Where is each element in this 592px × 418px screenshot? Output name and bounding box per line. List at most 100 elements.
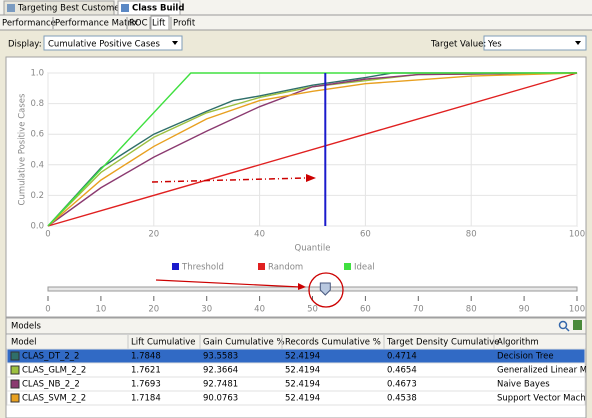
cell: 52.4194 [285, 352, 320, 362]
row-swatch [10, 351, 20, 361]
cell: 0.4654 [387, 366, 417, 376]
annotation-arrowhead [306, 174, 316, 182]
cell: CLAS_DT_2_2 [22, 352, 79, 362]
annotation-arrow [155, 279, 301, 288]
target-value: Yes [487, 40, 502, 50]
slider-tick-label: 100 [569, 305, 585, 315]
column-header[interactable]: Records Cumulative % [285, 338, 381, 348]
cell: 0.4673 [387, 380, 417, 390]
settings-icon[interactable] [573, 320, 582, 330]
subtab-label[interactable]: ROC [129, 19, 148, 29]
cell: 93.5583 [203, 352, 238, 362]
y-tick-label: 0.2 [30, 191, 44, 201]
reference-line [47, 72, 578, 227]
row-swatch [10, 365, 20, 375]
display-dropdown[interactable] [43, 35, 183, 51]
x-tick-label: 100 [569, 230, 585, 240]
models-header [5, 317, 587, 335]
legend-label: Ideal [354, 263, 375, 273]
slider-tick-label: 80 [466, 305, 477, 315]
search-icon[interactable] [558, 320, 568, 330]
cell: 1.7184 [131, 394, 161, 404]
slider-thumb[interactable] [319, 282, 331, 296]
legend-label: Random [268, 263, 303, 273]
cell: Naive Bayes [497, 380, 550, 390]
cell: 52.4194 [285, 366, 320, 376]
target-dropdown[interactable] [483, 35, 587, 51]
x-tick-label: 60 [360, 230, 371, 240]
legend-swatch [344, 263, 351, 270]
column-header[interactable]: Model [11, 338, 37, 348]
row-swatch [10, 393, 20, 403]
annotation-circle [308, 272, 344, 308]
slider-tick-label: 40 [254, 305, 265, 315]
cell: 1.7848 [131, 352, 161, 362]
slider-tick-label: 70 [413, 305, 424, 315]
subtab-strip [0, 15, 592, 30]
table-header [7, 335, 585, 349]
x-tick-label: 0 [45, 230, 50, 240]
cell: CLAS_GLM_2_2 [22, 366, 86, 376]
model-line [47, 72, 577, 227]
cell: 1.7693 [131, 380, 161, 390]
x-tick-label: 80 [466, 230, 477, 240]
cell: 0.4714 [387, 352, 417, 362]
reference-line [47, 72, 577, 227]
subtab-active [150, 15, 170, 31]
cell: 52.4194 [285, 394, 320, 404]
display-value: Cumulative Positive Cases [48, 40, 160, 50]
model-line [47, 72, 578, 227]
cell: 90.0763 [203, 394, 238, 404]
cell: Generalized Linear Model [497, 366, 592, 376]
column-header[interactable]: Lift Cumulative [131, 338, 196, 348]
cell: 1.7621 [131, 366, 161, 376]
cell: 52.4194 [285, 380, 320, 390]
slider-tick-label: 10 [95, 305, 106, 315]
display-label: Display: [8, 40, 42, 50]
slider-tick-label: 50 [307, 305, 318, 315]
tab-icon [7, 4, 15, 12]
tab-label: Class Build [132, 4, 184, 14]
chart: 0.00.20.40.60.81.00 20 40 60 80 100QuantileCu… [18, 69, 586, 315]
column-header[interactable]: Gain Cumulative % [203, 338, 285, 348]
row[interactable] [6, 390, 586, 406]
tab-icon [121, 4, 129, 12]
y-tick-label: 0.0 [30, 222, 44, 232]
x-tick-label: 40 [254, 230, 265, 240]
target-label: Target Value: [430, 40, 486, 50]
tab-label: Targeting Best Customers [17, 4, 128, 14]
slider-track[interactable] [47, 286, 578, 292]
cell: 0.4538 [387, 394, 417, 404]
column-header[interactable]: Target Density Cumulative [386, 338, 500, 348]
y-tick-label: 0.4 [30, 160, 44, 170]
tab[interactable] [3, 0, 115, 16]
subtab-label[interactable]: Performance Matrix [55, 19, 138, 29]
cell: CLAS_SVM_2_2 [22, 394, 86, 404]
cell: 92.3664 [203, 366, 238, 376]
y-tick-label: 0.8 [30, 99, 44, 109]
y-axis-label: Cumulative Positive Cases [18, 93, 28, 205]
row-swatch [10, 379, 20, 389]
cell: Support Vector Machine [497, 394, 592, 404]
y-tick-label: 1.0 [30, 69, 44, 79]
column-header[interactable]: Algorithm [497, 338, 539, 348]
model-line [47, 72, 578, 227]
cell: Decision Tree [497, 352, 554, 362]
x-tick-label: 20 [148, 230, 159, 240]
cell: 92.7481 [203, 380, 238, 390]
slider-tick-label: 60 [360, 305, 371, 315]
tab[interactable] [117, 0, 181, 16]
y-tick-label: 0.6 [30, 130, 44, 140]
legend-swatch [172, 263, 179, 270]
x-axis-label: Quantile [295, 244, 331, 254]
slider-tick-label: 30 [201, 305, 212, 315]
slider-tick-label: 0 [45, 305, 50, 315]
slider-tick-label: 90 [519, 305, 530, 315]
subtab-label[interactable]: Profit [173, 19, 196, 29]
legend-swatch [258, 263, 265, 270]
subtab-label[interactable]: Performance [2, 19, 56, 29]
subtab-label[interactable]: Lift [152, 19, 166, 29]
annotation-arrowhead [298, 283, 306, 290]
models-title: Models [11, 322, 42, 332]
